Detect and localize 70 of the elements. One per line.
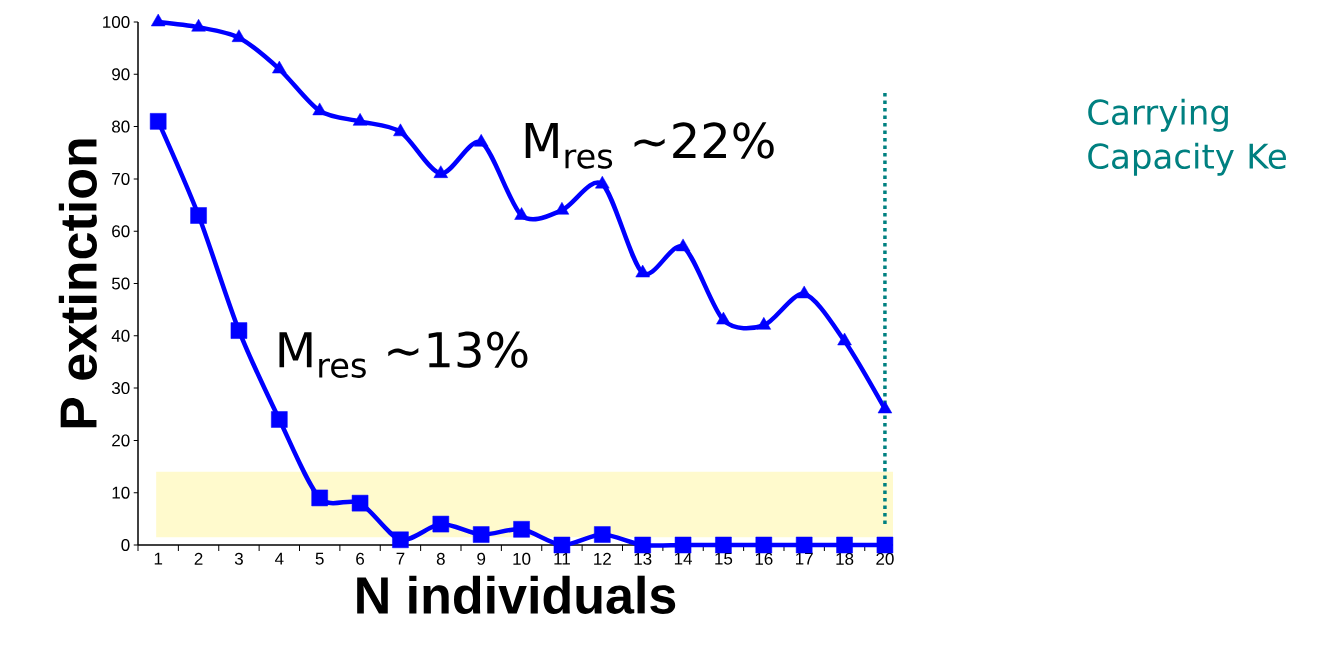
point (837, 332, 852, 346)
y-tick-label: 60 (112, 225, 130, 238)
point (674, 536, 692, 554)
point (311, 489, 328, 507)
y-axis-title: P extinction (58, 139, 97, 428)
point (352, 113, 368, 126)
point (432, 515, 450, 533)
point (877, 400, 893, 414)
x-tick-label: 11 (554, 552, 570, 565)
point (392, 531, 409, 549)
y-tick-label: 10 (112, 486, 130, 499)
y-tick-label: 100 (103, 15, 130, 29)
point (755, 536, 773, 554)
point (472, 526, 490, 543)
point (231, 29, 247, 42)
point (595, 175, 610, 189)
x-tick-label: 14 (674, 552, 693, 565)
point (230, 322, 248, 339)
point (594, 526, 611, 543)
y-tick-label: 90 (112, 68, 130, 81)
point (553, 536, 571, 554)
point (514, 207, 529, 220)
y-tick-label: 70 (112, 172, 130, 185)
x-tick-label: 9 (477, 552, 486, 565)
point (312, 102, 327, 116)
point (715, 536, 732, 554)
x-tick-label: 15 (715, 552, 733, 565)
y-tick-label: 40 (111, 329, 130, 342)
x-tick-label: 16 (755, 552, 773, 565)
ref-line-label: Carrying Capacity Ke (1088, 98, 1286, 176)
point (797, 285, 812, 299)
point (271, 411, 288, 428)
y-tick-label: 80 (112, 120, 130, 133)
x-tick-label: 17 (796, 552, 813, 565)
x-tick-label: 1 (154, 552, 163, 565)
point (151, 13, 166, 27)
point (474, 134, 489, 147)
point (634, 536, 651, 554)
x-tick-label: 18 (836, 552, 854, 565)
y-tick-label: 30 (111, 382, 130, 395)
x-tick-label: 5 (315, 552, 324, 565)
x-tick-label: 7 (396, 552, 405, 565)
point (393, 123, 408, 137)
point (836, 536, 853, 554)
point (191, 18, 206, 32)
point (716, 311, 731, 325)
point (675, 238, 691, 252)
x-tick-label: 10 (513, 552, 531, 565)
x-tick-label: 12 (594, 552, 611, 565)
x-tick-label: 13 (634, 552, 652, 565)
point (513, 521, 530, 538)
point (190, 207, 207, 224)
x-tick-label: 6 (356, 552, 365, 565)
point (272, 60, 287, 74)
y-tick-label: 50 (111, 277, 130, 290)
y-tick-label: 0 (121, 538, 130, 552)
x-tick-label: 4 (274, 552, 284, 565)
x-tick-label: 2 (194, 552, 203, 565)
x-tick-label: 8 (436, 552, 445, 565)
annotation: M$_{res}$ ~13% (279, 331, 528, 378)
x-axis-title: N individuals (357, 575, 676, 614)
x-tick-label: 3 (234, 552, 243, 565)
x-tick-label: 20 (876, 552, 894, 565)
point (635, 264, 650, 278)
annotation: M$_{res}$ ~22% (525, 122, 774, 169)
point (351, 494, 369, 512)
point (876, 536, 894, 554)
point (756, 317, 771, 330)
y-tick-label: 20 (112, 434, 130, 447)
point (433, 165, 448, 178)
